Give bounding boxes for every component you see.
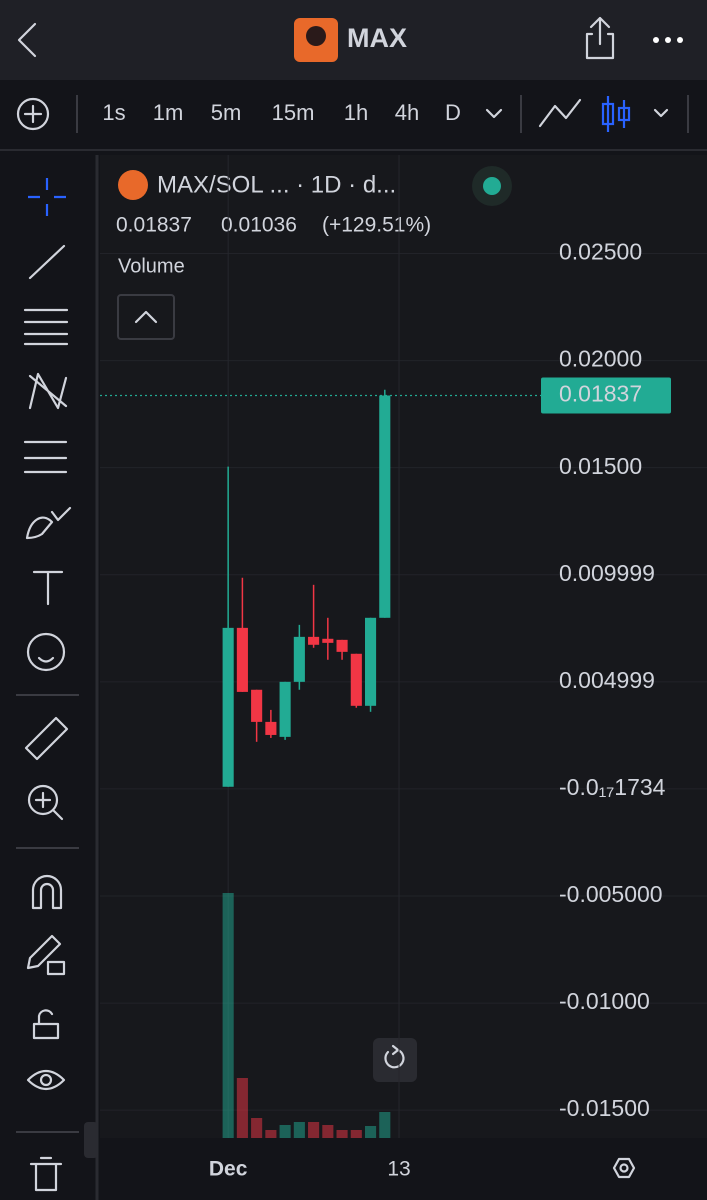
back-button[interactable] bbox=[17, 22, 37, 58]
candle-body bbox=[364, 617, 377, 706]
text-tool[interactable] bbox=[32, 570, 64, 606]
candle-body bbox=[236, 627, 248, 692]
visibility-tool[interactable] bbox=[26, 1069, 66, 1091]
add-indicator[interactable] bbox=[16, 97, 50, 131]
unlock-tool[interactable] bbox=[32, 1009, 60, 1040]
interval-button[interactable]: 5m bbox=[211, 100, 242, 125]
y-tick-label: -0.01500 bbox=[559, 1095, 650, 1121]
collapse-tools[interactable] bbox=[84, 1122, 98, 1158]
legend-change: 0.01036 bbox=[221, 214, 297, 237]
interval-button[interactable]: 4h bbox=[395, 100, 419, 125]
x-tick-label: 13 bbox=[387, 1158, 410, 1181]
brush-tool[interactable] bbox=[25, 506, 72, 540]
zoom-icon bbox=[34, 791, 64, 821]
pattern-tool[interactable] bbox=[28, 372, 68, 410]
volume-bar bbox=[265, 1130, 277, 1138]
zoom-tool[interactable] bbox=[27, 784, 59, 816]
share-button[interactable] bbox=[585, 16, 615, 60]
plot-area bbox=[100, 155, 707, 1138]
y-tick-label: 0.02500 bbox=[559, 239, 642, 265]
volume-bar bbox=[236, 1078, 248, 1138]
interval-button[interactable]: 1h bbox=[344, 100, 368, 125]
collapse-icon bbox=[134, 310, 158, 324]
lock-drawings[interactable] bbox=[26, 934, 66, 976]
interval-button[interactable]: 1m bbox=[153, 100, 184, 125]
candle-body bbox=[265, 721, 277, 735]
y-tick-label: 0.01500 bbox=[559, 453, 642, 479]
more-button[interactable] bbox=[653, 37, 683, 43]
settings-dot bbox=[619, 1163, 629, 1173]
volume-bar bbox=[364, 1126, 377, 1138]
reset-view[interactable] bbox=[373, 1038, 417, 1082]
fib-tool[interactable] bbox=[23, 308, 69, 346]
volume-bar bbox=[251, 1118, 263, 1138]
candle-body bbox=[379, 395, 391, 618]
chart-type-dropdown[interactable] bbox=[653, 108, 669, 118]
last-price-label: 0.01837 bbox=[559, 381, 642, 407]
reset-icon bbox=[384, 1044, 405, 1069]
app-title: MAX bbox=[347, 23, 407, 53]
candle-body bbox=[336, 639, 348, 652]
candle-body bbox=[251, 689, 263, 722]
candle-chart-button[interactable] bbox=[601, 96, 631, 132]
legend-change-pct: (+129.51%) bbox=[322, 214, 431, 237]
app-bar bbox=[0, 0, 707, 80]
volume-bar bbox=[222, 893, 234, 1138]
trend-line-tool[interactable] bbox=[28, 244, 66, 280]
y-tick-label: -0.005000 bbox=[559, 881, 663, 907]
volume-bar bbox=[279, 1125, 291, 1138]
candle-body bbox=[322, 638, 334, 643]
volume-bar bbox=[293, 1122, 305, 1138]
interval-button[interactable]: D bbox=[445, 100, 461, 125]
volume-bar bbox=[336, 1130, 348, 1138]
plot: 1s 1m 5m 15m 1h 4h D 0.02500 0.02000 0.01500 0.009… bbox=[100, 100, 707, 1181]
volume-bar bbox=[350, 1130, 362, 1138]
x-tick-label: Dec bbox=[209, 1158, 248, 1181]
y-tick-label: 0.004999 bbox=[559, 667, 655, 693]
y-tick-label: -0.01000 bbox=[559, 988, 650, 1014]
collapse-legend[interactable] bbox=[117, 294, 175, 340]
volume-label: Volume bbox=[118, 255, 185, 277]
y-tick-label: -0.0₁₇1734 bbox=[559, 774, 666, 800]
toolbar bbox=[16, 95, 689, 133]
magnet-tool[interactable] bbox=[31, 874, 63, 910]
candle-body bbox=[308, 636, 320, 645]
candle-body bbox=[279, 681, 291, 737]
crosshair-tool[interactable] bbox=[28, 178, 66, 216]
interval-button[interactable]: 15m bbox=[272, 100, 315, 125]
projection-tool[interactable] bbox=[23, 440, 68, 474]
eye-pupil bbox=[39, 1073, 53, 1087]
pair-avatar bbox=[118, 170, 148, 200]
legend-price: 0.01837 bbox=[116, 214, 192, 237]
emoji-smile bbox=[37, 656, 55, 663]
chart-settings[interactable] bbox=[612, 1157, 636, 1179]
y-tick-label: 0.02000 bbox=[559, 346, 642, 372]
avatar-face bbox=[306, 26, 326, 46]
volume-bar bbox=[308, 1122, 320, 1138]
interval-button[interactable]: 1s bbox=[102, 100, 125, 125]
market-status bbox=[483, 177, 501, 195]
add-icon bbox=[23, 104, 43, 124]
last-price-tag bbox=[541, 377, 671, 414]
emoji-tool[interactable] bbox=[26, 632, 66, 672]
line-chart-button[interactable] bbox=[538, 98, 582, 128]
volume-bar bbox=[379, 1112, 391, 1138]
interval-dropdown[interactable] bbox=[485, 108, 503, 119]
delete-tool[interactable] bbox=[29, 1156, 63, 1192]
candle-body bbox=[293, 636, 305, 682]
ruler-tool[interactable] bbox=[24, 716, 69, 761]
volume-bar bbox=[322, 1125, 334, 1138]
candle-body bbox=[222, 627, 234, 787]
drawing-tools bbox=[16, 178, 79, 1192]
y-tick-label: 0.009999 bbox=[559, 560, 655, 586]
candle-body bbox=[350, 653, 362, 706]
chart-title: MAX/SOL ... · 1D · d... bbox=[157, 171, 396, 198]
